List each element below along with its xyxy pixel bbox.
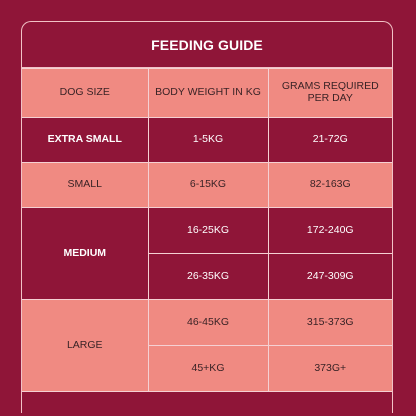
dog-size-cell: SMALL — [22, 162, 149, 208]
table-row: MEDIUM 16-25KG 172-240G — [22, 207, 392, 300]
table-row: 26-35KG 247-309G — [22, 253, 392, 300]
dog-size-cell: LARGE — [22, 299, 149, 392]
grams-cell: 172-240G — [267, 207, 392, 254]
feeding-guide-card: FEEDING GUIDE DOG SIZE BODY WEIGHT IN KG… — [21, 21, 393, 413]
table-row: EXTRA SMALL 1-5KG 21-72G — [22, 117, 392, 163]
header-dog-size: DOG SIZE — [22, 68, 149, 118]
header-body-weight: BODY WEIGHT IN KG — [147, 68, 269, 118]
grams-cell: 247-309G — [267, 253, 392, 300]
feeding-table: DOG SIZE BODY WEIGHT IN KG GRAMS REQUIRE… — [22, 68, 392, 392]
grams-cell: 315-373G — [267, 299, 392, 346]
grams-cell: 21-72G — [267, 117, 392, 163]
weight-cell: 26-35KG — [148, 253, 269, 300]
weight-cell: 1-5KG — [147, 117, 269, 163]
dog-size-cell: EXTRA SMALL — [22, 117, 149, 163]
weight-cell: 46-45KG — [147, 299, 269, 346]
table-row: 45+KG 373G+ — [22, 345, 392, 392]
weight-cell: 16-25KG — [147, 207, 269, 254]
table-title: FEEDING GUIDE — [22, 22, 392, 68]
header-grams-required: GRAMS REQUIRED PER DAY — [267, 68, 392, 118]
table-row: SMALL 6-15KG 82-163G — [22, 162, 392, 208]
grams-cell: 373G+ — [267, 345, 392, 392]
weight-cell: 45+KG — [148, 345, 269, 392]
dog-size-cell: MEDIUM — [22, 207, 149, 300]
grams-cell: 82-163G — [267, 162, 392, 208]
table-row: LARGE 46-45KG 315-373G — [22, 299, 392, 392]
header-row: DOG SIZE BODY WEIGHT IN KG GRAMS REQUIRE… — [22, 68, 392, 118]
weight-cell: 6-15KG — [147, 162, 269, 208]
